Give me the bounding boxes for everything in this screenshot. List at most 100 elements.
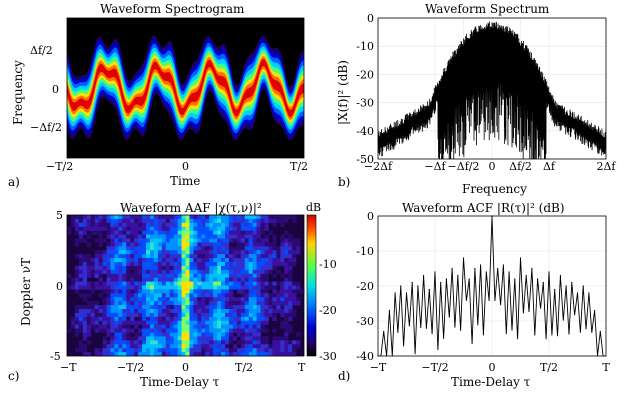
aaf-cell [268, 281, 273, 286]
aaf-cell [177, 332, 182, 337]
aaf-cell [189, 269, 194, 275]
aaf-cell [114, 277, 119, 282]
aaf-cell [280, 215, 285, 220]
aaf-cell [98, 352, 103, 357]
aaf-cell [130, 273, 135, 278]
aaf-cell [181, 281, 186, 286]
acf-point [480, 264, 482, 266]
aaf-cell [201, 328, 206, 333]
aaf-cell [165, 281, 170, 286]
aaf-cell [82, 309, 88, 314]
aaf-cell [153, 344, 159, 349]
aaf-cell [276, 250, 281, 255]
aaf-cell [98, 273, 103, 278]
aaf-cell [130, 230, 135, 235]
aaf-cell [256, 328, 261, 333]
aaf-cell [153, 215, 159, 220]
aaf-cell [209, 277, 214, 282]
aaf-cell [280, 222, 285, 228]
b-xtick-0: −2Δf [364, 160, 393, 173]
aaf-cell [138, 277, 143, 282]
aaf-cell [94, 328, 99, 333]
aaf-cell [74, 273, 80, 278]
aaf-cell [110, 230, 115, 235]
aaf-cell [256, 226, 261, 231]
aaf-cell [225, 230, 230, 235]
aaf-cell [209, 285, 214, 290]
aaf-cell [280, 273, 285, 278]
aaf-cell [205, 281, 210, 286]
aaf-cell [126, 328, 131, 333]
aaf-cell [248, 222, 253, 228]
spectrogram-bands [67, 35, 304, 141]
aaf-cell [110, 215, 115, 220]
aaf-cell [98, 215, 103, 220]
aaf-cell [114, 234, 119, 239]
aaf-cell [165, 218, 170, 224]
aaf-cell [213, 258, 218, 263]
aaf-cell [169, 352, 174, 357]
aaf-cell [201, 285, 206, 290]
aaf-cell [185, 340, 190, 345]
aaf-cell [146, 285, 151, 290]
aaf-cell [126, 262, 131, 267]
aaf-cell [209, 215, 214, 220]
aaf-cell [94, 309, 99, 314]
aaf-cell [177, 258, 182, 263]
aaf-cell [225, 281, 230, 286]
title-a: Waveform Spectrogram [100, 2, 245, 16]
aaf-cell [236, 238, 242, 243]
aaf-cell [185, 336, 190, 341]
aaf-cell [256, 285, 261, 290]
aaf-cell [244, 265, 249, 271]
aaf-cell [134, 297, 139, 302]
aaf-cell [82, 348, 88, 353]
aaf-cell [118, 265, 123, 271]
aaf-cell [173, 277, 178, 282]
aaf-cell [146, 230, 151, 235]
aaf-cell [205, 340, 210, 345]
aaf-cell [284, 320, 289, 325]
aaf-cell [284, 297, 289, 302]
aaf-cell [181, 258, 186, 263]
aaf-cell [264, 328, 269, 333]
aaf-cell [189, 234, 194, 239]
aaf-panel: dB -10 -20 -30 Waveform AAF |χ(τ,ν)|² 5 … [8, 201, 337, 389]
aaf-cell [260, 297, 265, 302]
aaf-cell [193, 340, 198, 345]
aaf-cell [193, 269, 198, 275]
aaf-cell [78, 328, 84, 333]
aaf-cell [228, 226, 234, 231]
acf-point [388, 309, 390, 312]
aaf-cell [173, 289, 178, 294]
aaf-cell [217, 277, 222, 282]
aaf-cell [268, 246, 273, 251]
aaf-cell [185, 250, 190, 255]
aaf-cell [201, 348, 206, 353]
aaf-cell [217, 309, 222, 314]
aaf-cell [221, 215, 226, 220]
aaf-cell [177, 222, 182, 228]
aaf-cell [240, 277, 246, 282]
aaf-cell [221, 230, 226, 235]
aaf-cell [177, 250, 182, 255]
aaf-cell [122, 309, 127, 314]
aaf-cell [280, 246, 285, 251]
aaf-cell [173, 316, 178, 322]
aaf-cell [173, 340, 178, 345]
aaf-cell [82, 324, 88, 329]
aaf-cell [130, 258, 135, 263]
aaf-cell [90, 222, 95, 228]
aaf-cell [252, 250, 257, 255]
aaf-cell [252, 312, 257, 318]
aaf-cell [272, 289, 277, 294]
aaf-cell [201, 234, 206, 239]
aaf-cell [185, 289, 190, 294]
aaf-cell [248, 301, 253, 306]
aaf-cell [185, 320, 190, 325]
aaf-cell [268, 215, 273, 220]
aaf-cell [189, 281, 194, 286]
aaf-cell [272, 254, 277, 259]
aaf-cell [110, 320, 115, 325]
aaf-cell [248, 242, 253, 247]
